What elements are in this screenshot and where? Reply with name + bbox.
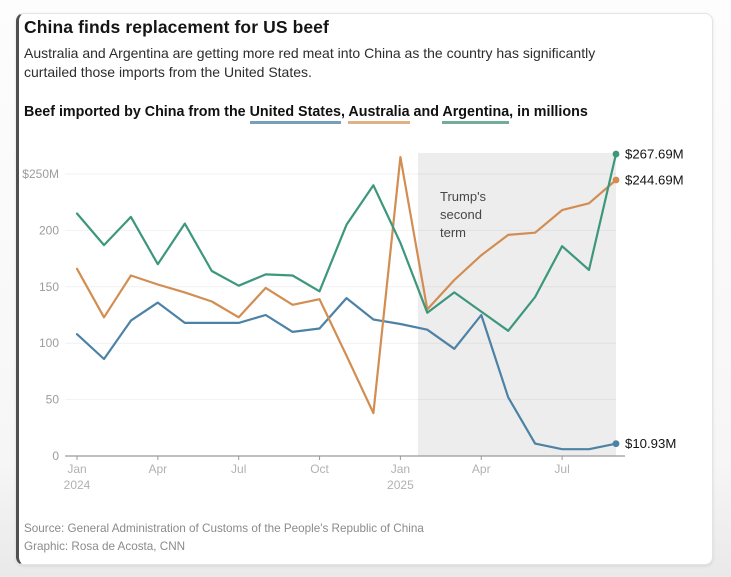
legend-argentina: Argentina xyxy=(442,104,510,124)
series-line-united-states xyxy=(75,297,618,451)
chart-title-sep1: , xyxy=(340,104,349,120)
x-axis-label: Jul xyxy=(554,462,569,476)
beef-chart-svg: $250M 200 150 100 50 0 Jan 2024 Apr Jul Oct Jan 2025… xyxy=(22,147,684,492)
chart-title: Beef imported by China from the United S… xyxy=(24,104,588,124)
subhead: Australia and Argentina are getting more… xyxy=(24,45,596,80)
legend-united-states: United States xyxy=(249,104,341,124)
annotation-text: term xyxy=(440,225,466,240)
series-end-value-label: $267.69M xyxy=(625,147,684,162)
source-line: Source: General Administration of Custom… xyxy=(24,522,424,535)
x-axis-label: Apr xyxy=(472,462,491,476)
series-end-dot xyxy=(612,440,620,448)
x-axis-label: Oct xyxy=(310,462,329,476)
annotation-text: Trump's xyxy=(440,189,487,204)
y-axis-label: 200 xyxy=(39,223,59,237)
legend-australia: Australia xyxy=(348,104,410,124)
annotation-region xyxy=(417,153,616,456)
y-axis-label: 0 xyxy=(52,449,59,463)
chart-title-prefix: Beef imported by China from the xyxy=(24,104,250,120)
x-axis-year-label: 2024 xyxy=(64,478,91,492)
graphic-credit-line: Graphic: Rosa de Acosta, CNN xyxy=(24,540,186,553)
x-axis-label: Jul xyxy=(231,462,246,476)
y-axis-label: 100 xyxy=(39,336,59,350)
chart-title-sep2: and xyxy=(409,104,443,120)
y-axis-label: 150 xyxy=(39,280,59,294)
chart-card: China finds replacement for US beef Aust… xyxy=(16,13,713,565)
x-axis-year-label: 2025 xyxy=(387,478,414,492)
series-line-argentina xyxy=(75,152,618,332)
annotation-text: second xyxy=(440,207,482,222)
line-chart: $250M 200 150 100 50 0 Jan 2024 Apr Jul Oct Jan 2025… xyxy=(19,131,716,511)
series-line-australia xyxy=(75,156,618,415)
series-end-dot xyxy=(612,176,620,184)
series-end-value-label: $244.69M xyxy=(625,172,684,187)
source-credit: Source: General Administration of Custom… xyxy=(24,520,424,556)
y-axis-label: 50 xyxy=(46,393,60,407)
x-axis-label: Jan xyxy=(67,462,86,476)
series-end-value-label: $10.93M xyxy=(625,436,676,451)
x-axis-label: Apr xyxy=(149,462,168,476)
series-end-dot xyxy=(612,150,620,158)
headline: China finds replacement for US beef xyxy=(24,17,329,37)
chart-title-suffix: , in millions xyxy=(509,104,588,120)
x-axis-label: Jan xyxy=(391,462,410,476)
y-axis-label: $250M xyxy=(22,167,59,181)
